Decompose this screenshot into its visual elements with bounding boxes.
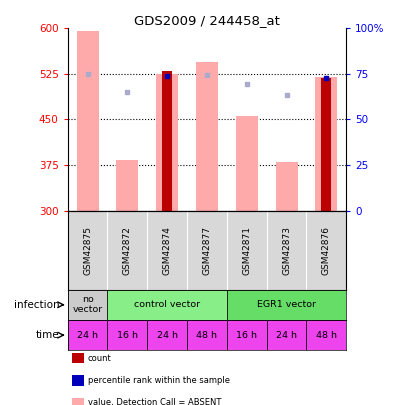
Text: 48 h: 48 h: [316, 330, 337, 340]
Text: EGR1 vector: EGR1 vector: [257, 300, 316, 309]
Bar: [68, 320, 107, 350]
Bar: [236, 116, 258, 211]
Text: infection: infection: [14, 300, 59, 310]
Text: GSM42876: GSM42876: [322, 226, 331, 275]
Text: no
vector: no vector: [72, 295, 103, 314]
Bar: [275, 162, 297, 211]
Text: GSM42874: GSM42874: [163, 226, 172, 275]
Bar: [77, 31, 99, 211]
Text: time: time: [36, 330, 59, 340]
Bar: [322, 77, 331, 211]
Text: control vector: control vector: [134, 300, 200, 309]
Bar: [267, 320, 306, 350]
Text: percentile rank within the sample: percentile rank within the sample: [88, 376, 230, 385]
Text: GSM42875: GSM42875: [83, 226, 92, 275]
Text: GSM42877: GSM42877: [203, 226, 211, 275]
Bar: [227, 320, 267, 350]
Text: GSM42873: GSM42873: [282, 226, 291, 275]
Text: 16 h: 16 h: [117, 330, 138, 340]
Bar: [156, 74, 178, 211]
Text: value, Detection Call = ABSENT: value, Detection Call = ABSENT: [88, 399, 221, 405]
Bar: [306, 320, 346, 350]
Bar: [68, 290, 107, 320]
Title: GDS2009 / 244458_at: GDS2009 / 244458_at: [134, 14, 280, 27]
Text: 24 h: 24 h: [77, 330, 98, 340]
Bar: [196, 62, 218, 211]
Text: count: count: [88, 354, 111, 363]
Bar: [187, 320, 227, 350]
Text: 16 h: 16 h: [236, 330, 257, 340]
Text: 24 h: 24 h: [276, 330, 297, 340]
Bar: [147, 320, 187, 350]
Bar: [107, 320, 147, 350]
Bar: [162, 71, 172, 211]
Text: 48 h: 48 h: [197, 330, 217, 340]
Text: GSM42871: GSM42871: [242, 226, 251, 275]
Text: GSM42872: GSM42872: [123, 226, 132, 275]
Bar: [227, 290, 346, 320]
Bar: [107, 290, 227, 320]
Bar: [315, 77, 337, 211]
Bar: [116, 160, 139, 211]
Text: 24 h: 24 h: [157, 330, 178, 340]
